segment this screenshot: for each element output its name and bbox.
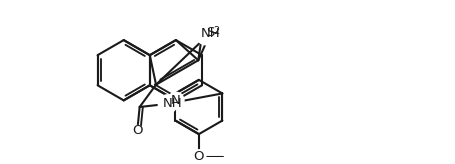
Text: S: S bbox=[206, 26, 214, 39]
Text: O: O bbox=[131, 124, 142, 137]
Circle shape bbox=[202, 25, 218, 41]
Circle shape bbox=[192, 150, 205, 164]
Text: 2: 2 bbox=[213, 26, 219, 36]
Text: NH: NH bbox=[162, 97, 182, 110]
Circle shape bbox=[158, 95, 177, 113]
Circle shape bbox=[130, 125, 144, 139]
Text: NH: NH bbox=[201, 27, 220, 40]
Text: N: N bbox=[171, 94, 180, 107]
Text: O: O bbox=[193, 150, 204, 163]
Circle shape bbox=[167, 92, 183, 108]
Circle shape bbox=[195, 24, 216, 45]
